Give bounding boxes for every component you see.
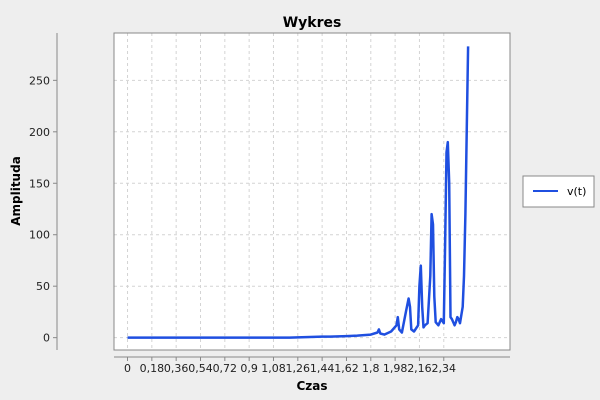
- x-tick-label: 0: [124, 362, 131, 375]
- y-tick-label: 100: [29, 229, 50, 242]
- x-tick-label: 1,44: [310, 362, 335, 375]
- x-tick-label: 2,34: [432, 362, 457, 375]
- y-tick-label: 200: [29, 126, 50, 139]
- legend-label: v(t): [567, 185, 586, 198]
- legend: v(t): [522, 175, 595, 208]
- x-tick-label: 1,62: [334, 362, 359, 375]
- chart-title: Wykres: [283, 15, 342, 31]
- x-tick-label: 0,72: [213, 362, 238, 375]
- x-ticks: 0 0,18 0,36 0,54 0,72 0,9 1,08 1,26 1,44 1,62 1,8 1…: [124, 357, 456, 375]
- x-tick-label: 0,54: [188, 362, 213, 375]
- y-tick-label: 150: [29, 177, 50, 190]
- y-axis-label: Amplituda: [9, 156, 23, 226]
- x-tick-label: 2,16: [407, 362, 432, 375]
- x-tick-label: 1,08: [261, 362, 286, 375]
- x-tick-label: 0,9: [240, 362, 258, 375]
- y-tick-label: 0: [43, 332, 50, 345]
- x-tick-label: 0,18: [140, 362, 165, 375]
- series-layer: [127, 46, 470, 339]
- plot-frame: [113, 32, 511, 351]
- x-tick-label: 1,26: [286, 362, 311, 375]
- x-axis-label: Czas: [296, 379, 327, 393]
- y-tick-label: 250: [29, 74, 50, 87]
- series-line: [127, 46, 470, 339]
- y-tick-label: 50: [36, 280, 50, 293]
- y-ticks: 0 50 100 150 200 250: [29, 74, 57, 345]
- x-tick-label: 1,8: [362, 362, 380, 375]
- x-tick-label: 1,98: [383, 362, 408, 375]
- x-tick-label: 0,36: [164, 362, 189, 375]
